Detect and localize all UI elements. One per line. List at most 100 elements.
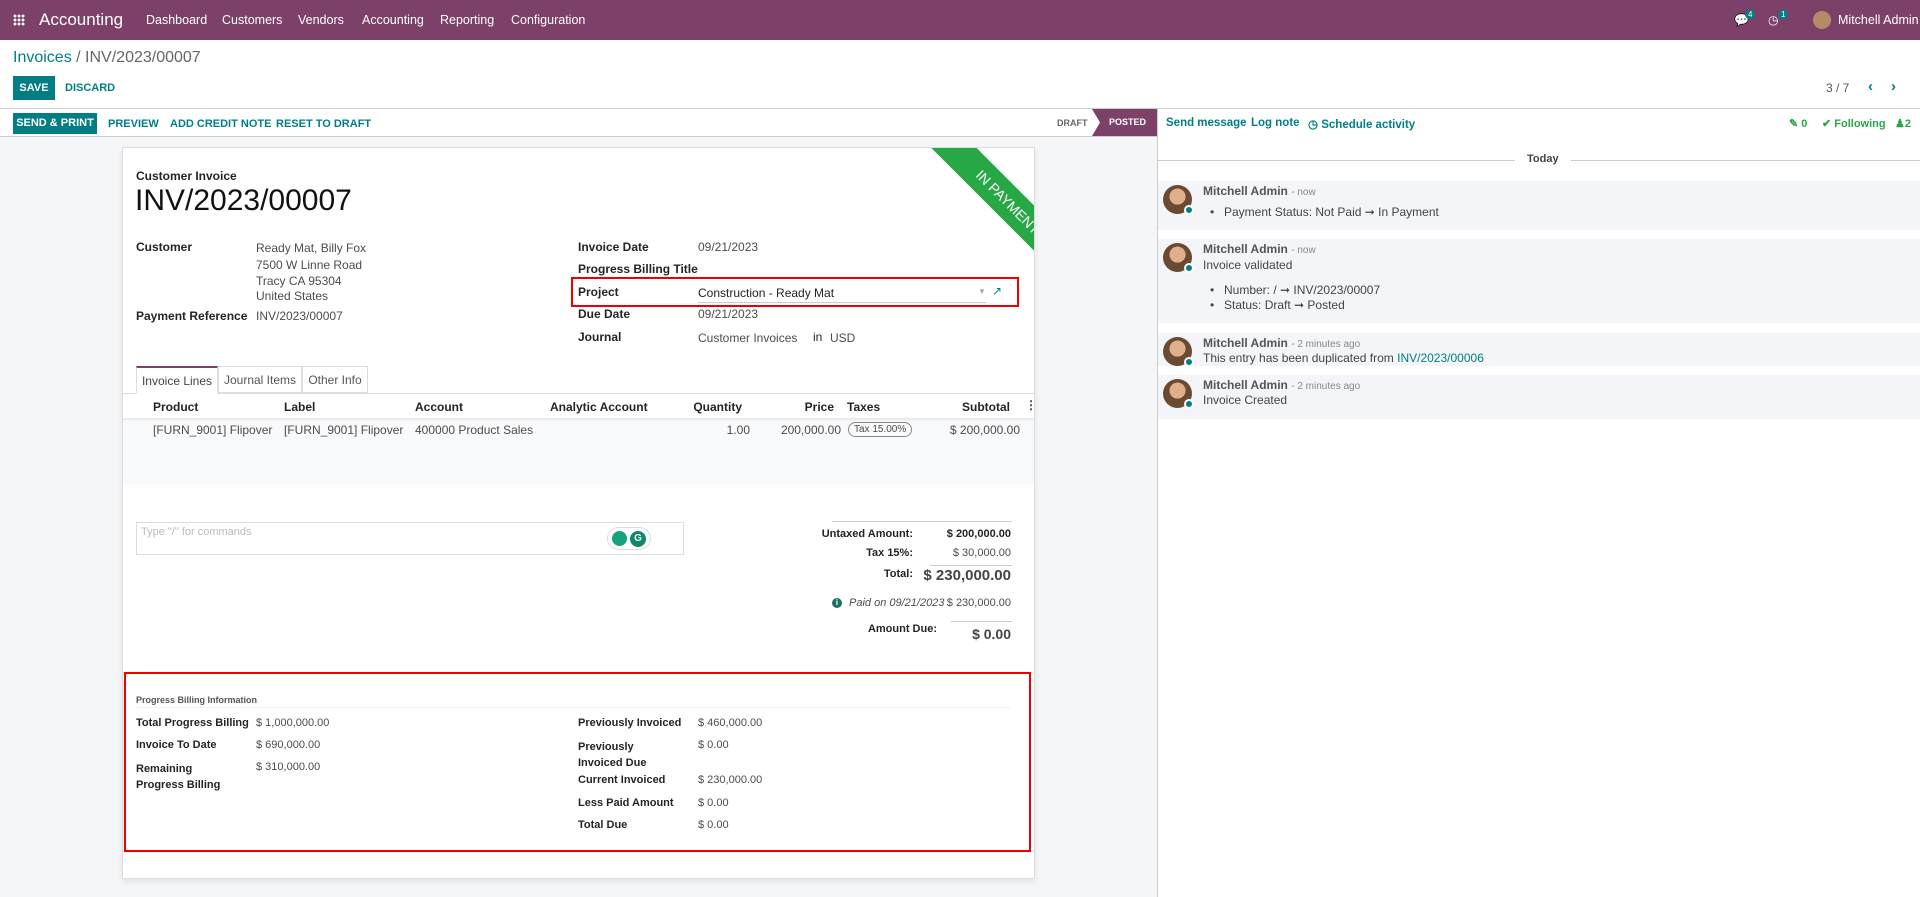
- clock-icon: ◷: [1308, 119, 1322, 131]
- menu-dashboard[interactable]: Dashboard: [146, 13, 208, 27]
- invoice-to-date-value: $ 690,000.00: [256, 739, 321, 751]
- menu-reporting[interactable]: Reporting: [440, 13, 495, 27]
- author-avatar[interactable]: [1163, 185, 1194, 215]
- current-invoiced-value: $ 230,000.00: [698, 774, 763, 786]
- cell-product[interactable]: [FURN_9001] Flipover: [153, 423, 273, 437]
- cell-subtotal[interactable]: $ 200,000.00: [949, 423, 1020, 437]
- author-avatar[interactable]: [1163, 379, 1194, 409]
- user-avatar[interactable]: [1813, 11, 1831, 29]
- send-message-button[interactable]: Send message: [1166, 117, 1247, 129]
- progress-billing-title: Progress Billing Information: [136, 695, 258, 705]
- pager-value[interactable]: 3 / 7: [1826, 81, 1850, 95]
- chatter-message: Mitchell Admin - 2 minutes ago Invoice C…: [1158, 375, 1920, 419]
- col-analytic-account[interactable]: Analytic Account: [550, 400, 648, 414]
- apps-menu-icon[interactable]: [13, 14, 25, 26]
- table-row[interactable]: [123, 418, 1034, 484]
- remaining-progress-billing-value: $ 310,000.00: [256, 761, 321, 773]
- breadcrumb-invoices[interactable]: Invoices: [13, 49, 72, 66]
- col-account[interactable]: Account: [415, 400, 463, 414]
- column-options-icon[interactable]: ⋮: [1025, 398, 1037, 412]
- due-date-label: Due Date: [578, 307, 631, 321]
- app-name[interactable]: Accounting: [39, 10, 124, 29]
- payment-info-icon[interactable]: i: [832, 598, 842, 608]
- menu-configuration[interactable]: Configuration: [511, 13, 586, 27]
- tab-other-info[interactable]: Other Info: [302, 366, 368, 393]
- untaxed-value: $ 200,000.00: [946, 528, 1011, 540]
- online-status-icon: [1184, 357, 1194, 367]
- activities-icon[interactable]: ◷ 1: [1768, 10, 1789, 27]
- menu-vendors[interactable]: Vendors: [298, 13, 344, 27]
- payment-reference-value[interactable]: INV/2023/00007: [256, 309, 343, 323]
- cell-account[interactable]: 400000 Product Sales: [415, 423, 534, 437]
- total-progress-billing-label: Total Progress Billing: [136, 717, 249, 729]
- cell-label[interactable]: [FURN_9001] Flipover: [284, 423, 404, 437]
- external-link-icon[interactable]: ↗: [992, 284, 1003, 298]
- tab-journal-items[interactable]: Journal Items: [218, 366, 302, 393]
- followers-count: 2: [1904, 118, 1911, 130]
- send-print-button[interactable]: SEND & PRINT: [13, 113, 97, 134]
- col-price[interactable]: Price: [804, 400, 834, 414]
- messages-badge: 4: [1745, 10, 1756, 19]
- log-note-button[interactable]: Log note: [1251, 117, 1300, 129]
- pager-next-icon[interactable]: ›: [1891, 78, 1896, 95]
- add-credit-note-button[interactable]: ADD CREDIT NOTE: [170, 118, 272, 130]
- following-button[interactable]: ✔ Following: [1822, 117, 1886, 130]
- author-avatar[interactable]: [1163, 243, 1194, 273]
- preview-button[interactable]: PREVIEW: [108, 118, 159, 130]
- previously-invoiced-due-value: $ 0.00: [698, 739, 729, 751]
- untaxed-label: Untaxed Amount:: [821, 528, 913, 540]
- statusbar: [0, 109, 1158, 137]
- customer-label: Customer: [136, 240, 193, 254]
- tax-badge[interactable]: Tax 15.00%: [848, 422, 913, 437]
- divider: [0, 108, 1920, 109]
- total-value: $ 230,000.00: [923, 567, 1011, 584]
- grammarly-icon[interactable]: G: [607, 527, 651, 550]
- online-status-icon: [1184, 399, 1194, 409]
- author-avatar[interactable]: [1163, 337, 1194, 367]
- due-date-value[interactable]: 09/21/2023: [698, 307, 759, 321]
- discard-button[interactable]: DISCARD: [65, 82, 116, 94]
- menu-customers[interactable]: Customers: [222, 13, 283, 27]
- col-subtotal[interactable]: Subtotal: [962, 400, 1010, 414]
- progress-divider: [136, 707, 1010, 708]
- journal-link[interactable]: Customer Invoices: [698, 331, 798, 345]
- followers-button[interactable]: ♟2: [1895, 117, 1911, 130]
- user-name[interactable]: Mitchell Admin: [1838, 13, 1919, 27]
- online-status-icon: [1184, 263, 1194, 273]
- col-product[interactable]: Product: [153, 400, 199, 414]
- messages-icon[interactable]: 💬 4: [1734, 10, 1756, 27]
- tab-invoice-lines[interactable]: Invoice Lines: [136, 366, 218, 394]
- message-time: - now: [1291, 187, 1316, 198]
- menu-accounting[interactable]: Accounting: [362, 13, 424, 27]
- save-button[interactable]: SAVE: [13, 76, 55, 100]
- col-taxes[interactable]: Taxes: [847, 400, 881, 414]
- cell-price[interactable]: 200,000.00: [780, 423, 841, 437]
- current-invoiced-label: Current Invoiced: [578, 774, 666, 786]
- currency-link[interactable]: USD: [830, 331, 856, 345]
- message-author[interactable]: Mitchell Admin - 2 minutes ago: [1203, 378, 1361, 392]
- duplicate-source-link[interactable]: INV/2023/00006: [1397, 351, 1484, 365]
- in-payment-ribbon: IN PAYMENT: [929, 148, 1034, 281]
- pager-prev-icon[interactable]: ‹: [1868, 78, 1873, 95]
- tracking-value: Status: Draft ➞ Posted: [1210, 298, 1345, 312]
- dropdown-caret-icon[interactable]: ▼: [978, 287, 986, 296]
- project-field[interactable]: Construction - Ready Mat: [698, 286, 986, 303]
- reset-to-draft-button[interactable]: RESET TO DRAFT: [276, 118, 372, 130]
- schedule-activity-button[interactable]: ◷ Schedule activity: [1308, 117, 1415, 131]
- attachments-button[interactable]: ✎ 0: [1789, 117, 1807, 130]
- chatter-message: Mitchell Admin - 2 minutes ago This entr…: [1158, 333, 1920, 367]
- following-label: Following: [1834, 118, 1886, 130]
- status-posted: POSTED: [1092, 109, 1158, 136]
- message-author[interactable]: Mitchell Admin - 2 minutes ago: [1203, 336, 1361, 350]
- notes-editor[interactable]: [136, 522, 684, 555]
- col-quantity[interactable]: Quantity: [693, 400, 742, 414]
- status-draft[interactable]: DRAFT: [1057, 118, 1088, 128]
- col-label[interactable]: Label: [284, 400, 316, 414]
- message-author[interactable]: Mitchell Admin - now: [1203, 242, 1316, 256]
- message-time: - now: [1291, 245, 1316, 256]
- customer-link[interactable]: Ready Mat, Billy Fox: [256, 241, 367, 255]
- tax-label: Tax 15%:: [866, 547, 913, 559]
- invoice-date-value[interactable]: 09/21/2023: [698, 240, 759, 254]
- message-author[interactable]: Mitchell Admin - now: [1203, 184, 1316, 198]
- cell-quantity[interactable]: 1.00: [726, 423, 750, 437]
